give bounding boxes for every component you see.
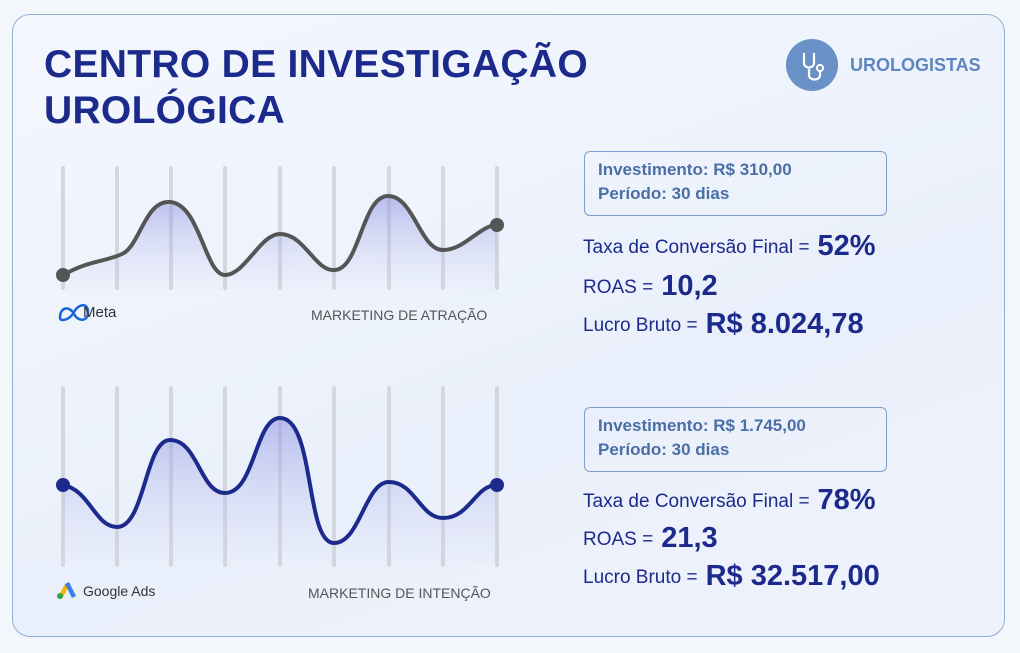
channel: MARKETING DE ATRAÇÃO [311, 307, 488, 323]
investment: Investimento: R$ 310,00 [598, 160, 792, 179]
metric: Lucro Bruto = R$ 8.024,78 [583, 308, 864, 341]
wave-dot [56, 268, 70, 282]
meta-logo [58, 304, 90, 322]
period: Período: 30 dias [598, 184, 730, 203]
metric-label: Taxa de Conversão Final = [583, 491, 810, 512]
metric-label: ROAS = [583, 529, 654, 550]
title-line: CENTRO DE INVESTIGAÇÃO [44, 43, 588, 86]
wave-dot [490, 218, 504, 232]
metric-value: 21,3 [661, 522, 718, 554]
info-box: Investimento: R$ 1.745,00 Período: 30 di… [584, 407, 887, 472]
wave-dot [56, 478, 70, 492]
metric-label: Lucro Bruto = [583, 567, 698, 588]
wave-fill [63, 196, 497, 290]
metric-value: 52% [817, 230, 876, 262]
platform: Google Ads [83, 583, 156, 599]
metric: Lucro Bruto = R$ 32.517,00 [583, 560, 880, 593]
wave-line [62, 415, 498, 546]
metric: ROAS = 10,2 [583, 270, 718, 303]
period: Período: 30 dias [598, 440, 730, 459]
metric-value: R$ 32.517,00 [705, 560, 880, 592]
google-ads-logo [57, 582, 76, 599]
metric-value: 78% [817, 484, 876, 516]
channel: MARKETING DE INTENÇÃO [308, 585, 491, 601]
investment: Investimento: R$ 1.745,00 [598, 416, 806, 435]
metric-value: R$ 8.024,78 [705, 308, 864, 340]
platform: Meta [83, 304, 117, 321]
metric-label: Taxa de Conversão Final = [583, 237, 810, 258]
badge-icon [786, 39, 838, 91]
badge: UROLOGISTAS [786, 39, 981, 91]
metric: Taxa de Conversão Final = 52% [583, 230, 876, 263]
title: CENTRO DE INVESTIGAÇÃO UROLÓGICA [44, 42, 588, 134]
wave-dot [490, 478, 504, 492]
metric-label: Lucro Bruto = [583, 315, 698, 336]
title-line: UROLÓGICA [44, 89, 286, 132]
wave-line [62, 193, 498, 278]
metric: Taxa de Conversão Final = 78% [583, 484, 876, 517]
metric: ROAS = 21,3 [583, 522, 718, 555]
info-box: Investimento: R$ 310,00 Período: 30 dias [584, 151, 887, 216]
metric-value: 10,2 [661, 270, 718, 302]
metric-label: ROAS = [583, 277, 654, 298]
badge-text: UROLOGISTAS [850, 54, 981, 75]
wave-fill [63, 418, 497, 565]
